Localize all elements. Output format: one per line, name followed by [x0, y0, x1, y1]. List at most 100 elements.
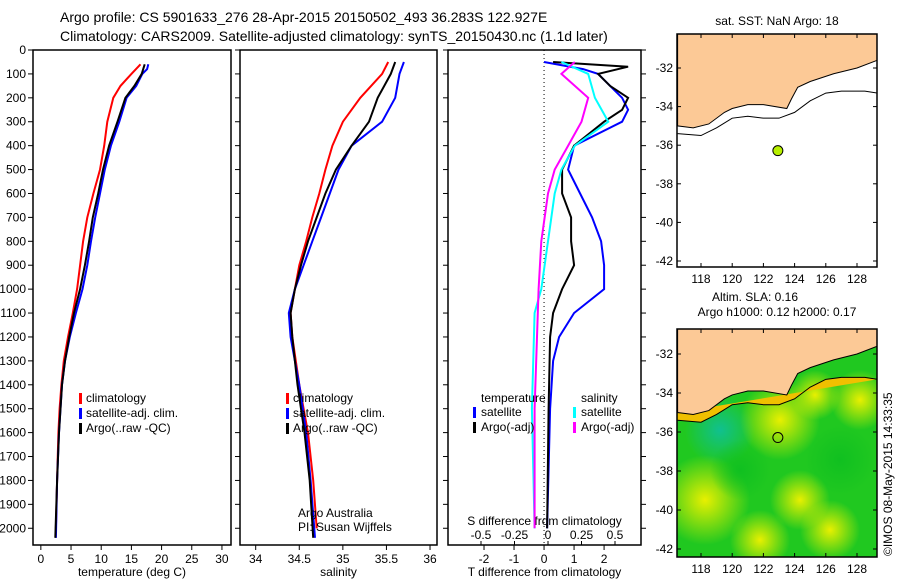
y-tick-label: 2000: [0, 521, 26, 535]
y-tick-label: 1600: [0, 426, 26, 440]
sla-field-blob: [800, 500, 860, 557]
sla-field-blob: [730, 510, 790, 557]
lon-tick-label: 126: [816, 272, 836, 286]
y-tick-label: 1200: [0, 330, 26, 344]
y-tick-label: 200: [6, 91, 26, 105]
x-tick-label: 0: [38, 552, 45, 566]
legend-label: Argo(..raw -QC): [86, 421, 171, 435]
lat-tick-label: -42: [656, 542, 674, 556]
map-content: [677, 329, 877, 557]
x-tick-label: 34.5: [288, 552, 312, 566]
legend-swatch: [286, 408, 289, 419]
x2-tick-label: -0.5: [471, 528, 492, 542]
axes-box: [32, 49, 232, 546]
x-tick-label: 30: [215, 552, 229, 566]
lon-tick-label: 122: [753, 562, 773, 576]
x-tick-label: 34: [249, 552, 263, 566]
y-tick-label: 1700: [0, 450, 26, 464]
legend-label: Argo(-adj): [481, 420, 534, 434]
legend-label: satellite-adj. clim.: [293, 406, 385, 420]
x-tick-label: 35.5: [375, 552, 399, 566]
land: [677, 329, 877, 415]
lat-tick-label: -36: [656, 138, 674, 152]
map-sst: 118 120 122 124 126 128 -32 -34 -36 -38 -40 -42 sat.…: [656, 14, 878, 286]
lon-tick-label: 120: [722, 562, 742, 576]
legend-label: satellite-adj. clim.: [86, 406, 178, 420]
legend-swatch: [79, 393, 82, 404]
x-tick-label: -2: [479, 552, 490, 566]
panel-temperature: 0100200300400500600700800900100011001200…: [0, 43, 232, 579]
y-tick-label: 1300: [0, 354, 26, 368]
panel-salinity: 34 34.5 35 35.5 36 salinity climatologysatelli…: [235, 49, 438, 579]
annotation-text: PI: Susan Wijffels: [298, 520, 392, 534]
x-tick-label: 35: [336, 552, 350, 566]
figure-title-line2: Climatology: CARS2009. Satellite-adjuste…: [60, 28, 608, 44]
x-tick-label: 20: [155, 552, 169, 566]
panel-difference: -2 -1 0 1 2T difference from climatology S di…: [443, 49, 646, 579]
legend-swatch: [573, 407, 576, 418]
map-sla-title: Altim. SLA: 0.16: [712, 290, 798, 304]
y-tick-label: 700: [6, 210, 26, 224]
annotation-text: Argo Australia: [298, 506, 373, 520]
x2-tick-label: 0.25: [570, 528, 594, 542]
x-axis-label: salinity: [320, 565, 357, 579]
map-sst-title: sat. SST: NaN Argo: 18: [715, 14, 839, 28]
lon-tick-label: 124: [785, 272, 805, 286]
lat-tick-label: -32: [656, 61, 674, 75]
legend-label: satellite: [581, 405, 622, 419]
lat-tick-label: -32: [656, 347, 674, 361]
legend-swatch: [79, 408, 82, 419]
legend-label: satellite: [481, 405, 522, 419]
lon-tick-label: 126: [816, 562, 836, 576]
x2-axis-label: S difference from climatology: [467, 514, 622, 528]
map-content: [677, 34, 877, 267]
x-tick-label: 10: [95, 552, 109, 566]
lon-tick-label: 118: [691, 562, 710, 576]
depth-contour: [677, 376, 877, 423]
y-tick-label: 500: [6, 163, 26, 177]
x2-tick-label: 0.5: [607, 528, 624, 542]
x2-tick-label: -0.25: [501, 528, 529, 542]
y-tick-label: 300: [6, 115, 26, 129]
lat-tick-label: -36: [656, 425, 674, 439]
legend-swatch: [79, 423, 82, 434]
lat-tick-label: -40: [656, 503, 674, 517]
lat-tick-label: -38: [656, 464, 674, 478]
lon-tick-label: 128: [847, 272, 867, 286]
series-black-line: [54, 64, 146, 538]
legend-header: salinity: [581, 391, 618, 405]
y-tick-label: 600: [6, 186, 26, 200]
lon-tick-label: 124: [785, 562, 805, 576]
lat-tick-label: -34: [656, 386, 674, 400]
axes-box: [239, 49, 438, 546]
series-magenta-line: [533, 61, 590, 529]
y-tick-label: 1800: [0, 473, 26, 487]
x-tick-label: 15: [125, 552, 139, 566]
argo-float-marker: [772, 432, 784, 444]
x-tick-label: -1: [509, 552, 520, 566]
lat-tick-label: -38: [656, 177, 674, 191]
y-tick-label: 1900: [0, 497, 26, 511]
series-cyan-line: [530, 61, 610, 529]
sla-field-blob: [805, 425, 875, 495]
lat-tick-label: -34: [656, 100, 674, 114]
x-tick-label: 2: [601, 552, 608, 566]
map-sla: 118 120 122 124 126 128 -32 -34 -36 -38 -40 -42 Alti…: [656, 290, 878, 576]
legend-label: Argo(-adj): [581, 420, 634, 434]
lon-tick-label: 118: [691, 272, 710, 286]
series-blue-line: [287, 61, 405, 538]
x-tick-label: 5: [68, 552, 75, 566]
legend-swatch: [473, 422, 476, 433]
axes-box: [676, 33, 878, 268]
x-tick-label: 36: [423, 552, 437, 566]
lon-tick-label: 128: [847, 562, 867, 576]
x-axis-label: temperature (deg C): [78, 565, 186, 579]
lat-tick-label: -40: [656, 215, 674, 229]
y-tick-label: 0: [19, 43, 26, 57]
x-tick-label: 1: [571, 552, 578, 566]
depth-contour: [677, 90, 877, 137]
y-tick-label: 800: [6, 234, 26, 248]
legend-swatch: [286, 423, 289, 434]
imos-timestamp-label: ©IMOS 08-May-2015 14:33:35: [881, 392, 895, 556]
legend-header: temperature: [481, 391, 546, 405]
